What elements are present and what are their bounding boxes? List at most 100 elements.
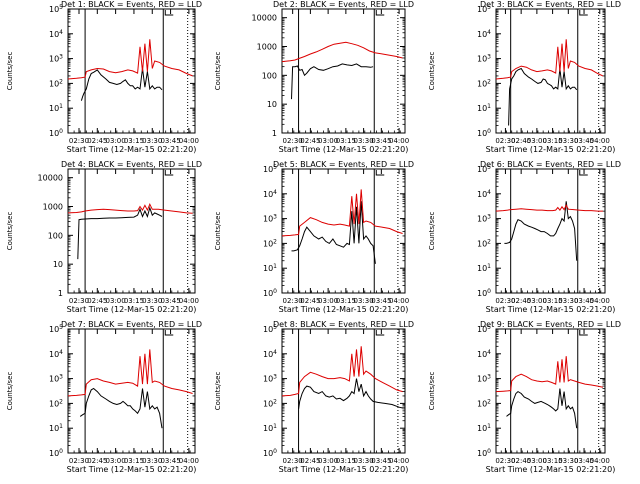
- x-tick-label: 03:45: [574, 457, 594, 465]
- y-tick-label: 103: [477, 374, 491, 384]
- y-tick-label: 100: [48, 231, 63, 240]
- chart-title: Det 6: BLACK = Events, RED = LLD: [480, 160, 621, 169]
- y-tick-label: 101: [477, 263, 491, 273]
- y-tick-label: 100: [477, 448, 491, 458]
- chart-title: Det 9: BLACK = Events, RED = LLD: [480, 320, 621, 329]
- y-tick-label: 105: [263, 324, 277, 334]
- x-tick-label: 02:30: [283, 297, 303, 305]
- marker-bracket: [579, 10, 588, 16]
- x-tick-label: 03:15: [543, 297, 563, 305]
- y-tick-label: 103: [49, 54, 63, 64]
- x-tick-label: 03:15: [124, 137, 144, 145]
- x-axis-label: Start Time (12-Mar-15 02:21:20): [279, 145, 409, 154]
- x-tick-label: 03:45: [371, 297, 391, 305]
- y-tick-label: 100: [263, 288, 277, 298]
- plot-frame: [281, 8, 406, 134]
- marker-bracket: [579, 330, 588, 336]
- y-tick-label: 105: [49, 4, 63, 14]
- y-tick-label: 102: [49, 398, 63, 408]
- x-tick-label: 03:00: [106, 457, 126, 465]
- y-tick-label: 104: [477, 29, 491, 39]
- series-line-events: [291, 201, 376, 264]
- x-axis-label: Start Time (12-Mar-15 02:21:20): [279, 305, 409, 314]
- x-tick-label: 03:30: [354, 457, 374, 465]
- x-tick-label: 02:45: [87, 137, 107, 145]
- y-tick-label: 100: [477, 128, 491, 138]
- x-tick-label: 03:00: [318, 137, 338, 145]
- x-tick-label: 03:30: [142, 297, 162, 305]
- x-tick-label: 04:00: [590, 297, 610, 305]
- x-tick-label: 02:45: [300, 297, 320, 305]
- y-tick-label: 101: [49, 423, 63, 433]
- x-tick-label: 02:30: [283, 137, 303, 145]
- y-tick-label: 1: [272, 129, 277, 138]
- x-tick-label: 03:00: [106, 137, 126, 145]
- series-line-lld: [67, 39, 193, 80]
- y-axis-label: Counts/sec: [214, 52, 222, 91]
- chart-title: Det 8: BLACK = Events, RED = LLD: [273, 320, 414, 329]
- plot-frame: [281, 328, 406, 454]
- x-tick-label: 02:30: [495, 297, 515, 305]
- series-line-lld: [281, 346, 403, 397]
- x-tick-label: 02:45: [300, 457, 320, 465]
- x-axis-label: Start Time (12-Mar-15 02:21:20): [67, 305, 197, 314]
- plot-frame: [495, 168, 606, 294]
- y-tick-label: 102: [49, 78, 63, 88]
- y-axis-label: Counts/sec: [428, 52, 436, 91]
- y-tick-label: 102: [477, 398, 491, 408]
- x-tick-label: 04:00: [389, 137, 409, 145]
- y-tick-label: 102: [477, 238, 491, 248]
- x-tick-label: 04:00: [590, 457, 610, 465]
- y-tick-label: 104: [477, 189, 491, 199]
- x-tick-label: 03:45: [371, 137, 391, 145]
- x-tick-label: 02:45: [511, 137, 531, 145]
- chart-title: Det 5: BLACK = Events, RED = LLD: [273, 160, 414, 169]
- marker-bracket: [375, 170, 385, 176]
- y-tick-label: 105: [477, 164, 491, 174]
- y-axis-label: Counts/sec: [6, 372, 14, 411]
- detector-panel-1: Det 1: BLACK = Events, RED = LLD Counts/s…: [6, 0, 202, 154]
- y-tick-label: 102: [263, 398, 277, 408]
- series-line-lld: [495, 356, 604, 393]
- x-tick-label: 03:30: [558, 137, 578, 145]
- marker-bracket: [164, 170, 174, 176]
- x-tick-label: 03:30: [142, 457, 162, 465]
- y-tick-label: 103: [263, 374, 277, 384]
- y-tick-label: 1: [58, 289, 63, 298]
- x-tick-label: 04:00: [179, 137, 199, 145]
- series-line-events: [508, 67, 578, 126]
- x-tick-label: 03:00: [527, 457, 547, 465]
- plot-frame: [67, 8, 196, 134]
- x-tick-label: 03:00: [527, 297, 547, 305]
- x-tick-label: 03:00: [318, 297, 338, 305]
- plot-frame: [67, 328, 196, 454]
- plot-frame: [67, 168, 196, 294]
- x-axis-label: Start Time (12-Mar-15 02:21:20): [67, 465, 197, 474]
- y-tick-label: 104: [263, 189, 277, 199]
- series-line-lld: [281, 41, 403, 63]
- x-tick-label: 03:15: [124, 297, 144, 305]
- y-tick-label: 100: [49, 448, 63, 458]
- x-tick-label: 03:00: [106, 297, 126, 305]
- x-tick-label: 03:15: [336, 297, 356, 305]
- x-tick-label: 02:45: [511, 297, 531, 305]
- x-tick-label: 03:00: [318, 457, 338, 465]
- plot-frame: [281, 168, 406, 294]
- x-axis-label: Start Time (12-Mar-15 02:21:20): [67, 145, 197, 154]
- x-tick-label: 02:30: [69, 457, 89, 465]
- y-tick-label: 102: [263, 238, 277, 248]
- y-tick-label: 104: [49, 349, 63, 359]
- x-tick-label: 03:15: [543, 137, 563, 145]
- x-tick-label: 03:30: [558, 457, 578, 465]
- x-tick-label: 03:45: [160, 297, 180, 305]
- y-tick-label: 101: [263, 263, 277, 273]
- marker-bracket: [164, 330, 174, 336]
- x-tick-label: 03:45: [160, 137, 180, 145]
- x-tick-label: 04:00: [389, 297, 409, 305]
- series-line-events: [77, 206, 163, 260]
- y-tick-label: 104: [477, 349, 491, 359]
- detector-panel-8: Det 8: BLACK = Events, RED = LLD Counts/s…: [214, 320, 414, 474]
- y-axis-label: Counts/sec: [428, 212, 436, 251]
- y-tick-label: 105: [49, 324, 63, 334]
- x-tick-label: 03:30: [354, 137, 374, 145]
